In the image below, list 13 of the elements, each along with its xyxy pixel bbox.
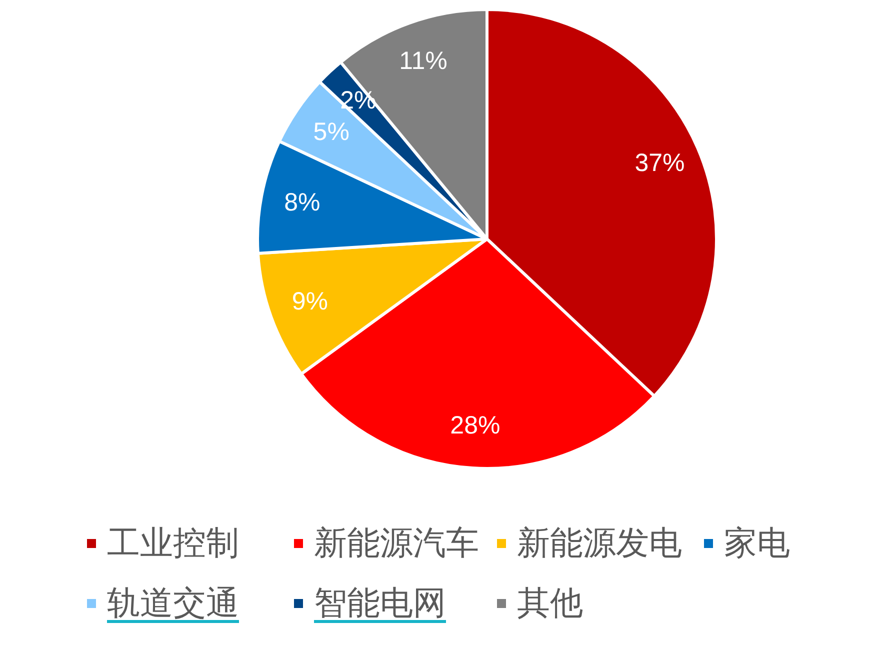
legend-label: 新能源汽车	[314, 522, 479, 564]
legend-label: 轨道交通	[107, 582, 239, 624]
data-label: 28%	[450, 412, 500, 440]
legend-label: 家电	[724, 522, 790, 564]
data-label: 11%	[399, 46, 448, 75]
legend-label: 新能源发电	[517, 522, 682, 564]
data-label: 37%	[634, 149, 685, 178]
legend-label: 智能电网	[314, 582, 446, 624]
data-label: 8%	[284, 188, 320, 217]
legend-label: 工业控制	[107, 522, 239, 564]
data-label: 5%	[313, 118, 350, 146]
legend-label: 其他	[517, 582, 583, 624]
data-label: 9%	[292, 288, 328, 316]
